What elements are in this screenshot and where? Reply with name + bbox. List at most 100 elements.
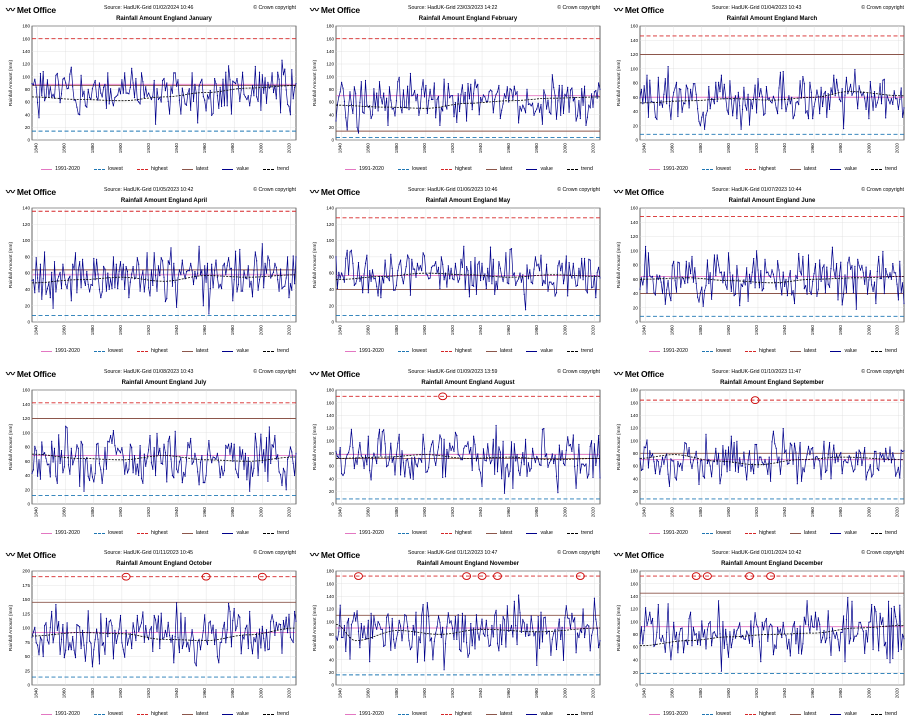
value-point: [250, 280, 252, 282]
value-point: [291, 451, 293, 453]
value-point: [419, 458, 421, 460]
value-point: [105, 617, 107, 619]
value-point: [114, 445, 116, 447]
value-point: [730, 290, 732, 292]
value-point: [195, 278, 197, 280]
value-point: [180, 457, 182, 459]
y-tick-label: 60: [329, 100, 335, 105]
highlight-circle: [462, 572, 472, 580]
value-point: [737, 279, 739, 281]
value-point: [414, 634, 416, 636]
value-point: [892, 452, 894, 454]
value-point: [405, 266, 407, 268]
value-point: [412, 268, 414, 270]
value-point: [858, 449, 860, 451]
value-point: [433, 457, 435, 459]
value-point: [222, 474, 224, 477]
x-tick-label: 1980: [534, 688, 539, 699]
value-point: [519, 474, 521, 477]
value-point: [62, 624, 64, 626]
value-point: [257, 474, 259, 477]
value-point: [409, 294, 411, 296]
value-point: [125, 92, 127, 94]
value-point: [487, 100, 489, 102]
y-tick-label: 120: [630, 234, 638, 239]
value-point: [903, 107, 905, 109]
y-tick-label: 180: [326, 388, 334, 393]
value-point: [225, 642, 227, 644]
y-tick-label: 150: [22, 597, 30, 602]
legend-item-trend: trend: [567, 711, 593, 717]
value-point: [115, 95, 117, 97]
value-point: [727, 446, 730, 448]
value-point: [291, 69, 293, 71]
value-point: [579, 277, 581, 279]
y-tick-label: 140: [630, 594, 638, 599]
value-point: [667, 66, 669, 68]
value-point: [760, 270, 762, 272]
legend-item-avg: 1991-2020: [345, 166, 384, 172]
value-point: [84, 105, 86, 107]
value-point: [257, 289, 259, 291]
value-point: [378, 623, 381, 625]
value-point: [90, 642, 92, 644]
x-tick-label: 1860: [366, 143, 371, 154]
value-point: [180, 612, 182, 614]
value-point: [666, 631, 668, 633]
value-point: [499, 451, 501, 453]
value-point: [871, 476, 873, 478]
value-point: [126, 92, 129, 94]
value-point: [348, 452, 350, 454]
value-point: [339, 447, 341, 449]
y-tick-label: 0: [331, 320, 334, 325]
value-point: [720, 74, 722, 76]
x-tick-label: 1920: [754, 507, 759, 518]
source-text: Source: HadUK-Grid 23/03/2023 14:22: [408, 5, 498, 11]
legend-swatch-value: [222, 350, 234, 352]
x-tick-label: 2020: [894, 143, 899, 154]
value-point: [38, 117, 40, 119]
value-point: [408, 640, 410, 642]
legend-item-latest: latest: [181, 711, 208, 717]
value-point: [474, 648, 476, 650]
value-point: [879, 83, 881, 85]
y-tick-label: 80: [329, 254, 335, 259]
value-point: [435, 117, 437, 119]
value-point: [886, 657, 888, 659]
value-point: [128, 638, 130, 640]
value-point: [661, 106, 664, 108]
value-point: [691, 98, 693, 100]
value-point: [73, 268, 75, 270]
value-point: [229, 79, 231, 81]
value-point: [400, 105, 402, 107]
value-point: [698, 120, 700, 123]
value-point: [695, 450, 697, 452]
value-point: [440, 256, 442, 258]
value-point: [722, 621, 724, 623]
chart-panel: 〰 Met Office Source: HadUK-Grid 01/07/2023…: [612, 182, 907, 360]
value-point: [229, 453, 231, 455]
value-point: [702, 111, 704, 113]
value-point: [509, 88, 511, 90]
copyright-text: © Crown copyright: [557, 550, 600, 556]
value-point: [35, 450, 37, 452]
value-point: [98, 288, 100, 290]
value-point: [44, 625, 46, 627]
value-point: [352, 620, 354, 622]
value-point: [546, 108, 548, 110]
value-point: [654, 116, 656, 118]
met-office-logo: 〰 Met Office: [310, 367, 360, 380]
value-point: [503, 619, 506, 621]
value-point: [94, 472, 96, 474]
value-point: [820, 280, 822, 282]
value-point: [711, 98, 713, 100]
value-point: [160, 612, 162, 614]
value-point: [484, 459, 486, 461]
value-point: [730, 98, 732, 100]
value-point: [506, 86, 508, 88]
value-point: [343, 281, 345, 283]
x-tick-label: 1880: [90, 325, 95, 336]
value-point: [70, 447, 72, 449]
value-point: [650, 276, 652, 278]
logo-text: Met Office: [320, 5, 360, 15]
